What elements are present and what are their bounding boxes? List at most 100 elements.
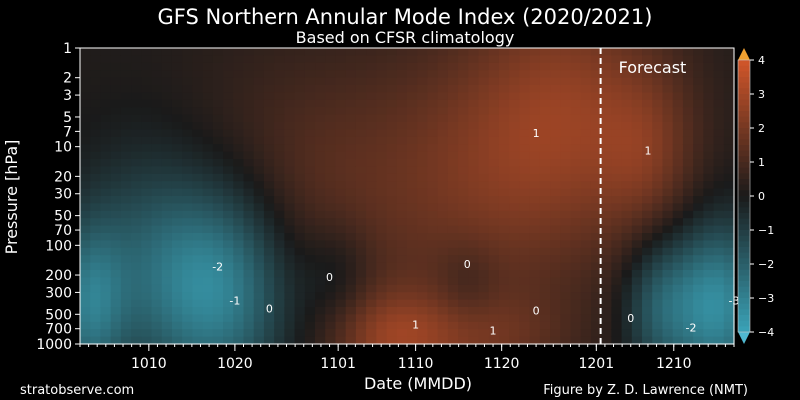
heatmap-cell xyxy=(355,292,367,301)
heatmap-cell xyxy=(498,329,510,338)
heatmap-cell xyxy=(437,62,449,71)
heatmap-cell xyxy=(110,314,122,323)
heatmap-cell xyxy=(325,144,337,153)
heatmap-cell xyxy=(407,144,418,153)
heatmap-cell xyxy=(407,107,418,116)
heatmap-cell xyxy=(396,225,408,234)
heatmap-cell xyxy=(294,173,306,182)
heatmap-cell xyxy=(294,277,306,286)
heatmap-cell xyxy=(233,277,245,286)
heatmap-cell xyxy=(223,255,234,264)
heatmap-cell xyxy=(488,77,500,86)
heatmap-cell xyxy=(120,129,132,138)
heatmap-cell xyxy=(447,277,459,286)
heatmap-cell xyxy=(325,129,337,138)
heatmap-cell xyxy=(723,159,735,167)
heatmap-cell xyxy=(631,62,643,71)
heatmap-cell xyxy=(447,55,459,64)
heatmap-cell xyxy=(223,48,234,56)
heatmap-cell xyxy=(396,107,408,116)
heatmap-cell xyxy=(631,144,643,153)
heatmap-cell xyxy=(642,188,653,197)
heatmap-cell xyxy=(458,114,469,123)
heatmap-cell xyxy=(120,144,132,153)
heatmap-cell xyxy=(468,107,480,116)
heatmap-cell xyxy=(90,136,102,145)
heatmap-cell xyxy=(682,144,694,153)
heatmap-cell xyxy=(223,329,234,338)
heatmap-cell xyxy=(284,173,296,182)
heatmap-cell xyxy=(539,277,551,286)
heatmap-cell xyxy=(304,314,316,323)
heatmap-cell xyxy=(315,85,326,93)
heatmap-cell xyxy=(498,55,510,64)
heatmap-cell xyxy=(274,262,285,271)
heatmap-cell xyxy=(478,62,490,71)
heatmap-cell xyxy=(90,210,102,219)
heatmap-cell xyxy=(192,314,204,323)
heatmap-cell xyxy=(141,299,153,308)
heatmap-cell xyxy=(713,129,725,138)
heatmap-cell xyxy=(458,255,469,264)
contour-label: 1 xyxy=(490,324,497,337)
heatmap-cell xyxy=(560,159,572,167)
heatmap-cell xyxy=(611,218,623,227)
heatmap-cell xyxy=(284,299,296,308)
heatmap-cell xyxy=(662,210,674,219)
heatmap-cell xyxy=(488,144,500,153)
heatmap-cell xyxy=(417,62,429,71)
heatmap-cell xyxy=(642,114,653,123)
heatmap-cell xyxy=(386,314,398,323)
heatmap-cell xyxy=(315,225,326,234)
heatmap-cell xyxy=(723,99,735,108)
heatmap-cell xyxy=(263,336,275,345)
heatmap-cell xyxy=(376,48,388,56)
heatmap-cell xyxy=(652,277,664,286)
heatmap-cell xyxy=(672,314,684,323)
heatmap-cell xyxy=(223,233,234,241)
heatmap-cell xyxy=(243,114,255,123)
heatmap-cell xyxy=(274,85,285,93)
heatmap-cell xyxy=(529,55,541,64)
heatmap-cell xyxy=(447,77,459,86)
heatmap-cell xyxy=(233,70,245,79)
heatmap-cell xyxy=(294,48,306,56)
heatmap-cell xyxy=(652,77,664,86)
heatmap-cell xyxy=(682,277,694,286)
heatmap-cell xyxy=(468,225,480,234)
heatmap-cell xyxy=(478,159,490,167)
heatmap-cell xyxy=(631,262,643,271)
heatmap-cell xyxy=(396,321,408,330)
heatmap-cell xyxy=(590,270,602,278)
heatmap-cell xyxy=(120,48,132,56)
heatmap-cell xyxy=(437,151,449,160)
heatmap-cell xyxy=(662,181,674,190)
heatmap-cell xyxy=(366,277,377,286)
heatmap-cell xyxy=(529,299,541,308)
heatmap-cell xyxy=(325,92,337,101)
heatmap-cell xyxy=(509,262,521,271)
colorbar-segment xyxy=(738,167,750,174)
heatmap-cell xyxy=(652,336,664,345)
heatmap-cell xyxy=(601,114,612,123)
heatmap-cell xyxy=(437,210,449,219)
heatmap-cell xyxy=(498,247,510,256)
heatmap-cell xyxy=(396,292,408,301)
heatmap-cell xyxy=(355,55,367,64)
heatmap-cell xyxy=(202,284,214,293)
heatmap-cell xyxy=(417,85,429,93)
heatmap-cell xyxy=(703,48,715,56)
heatmap-cell xyxy=(590,196,602,204)
heatmap-cell xyxy=(345,336,357,345)
heatmap-cell xyxy=(570,299,582,308)
heatmap-cell xyxy=(396,255,408,264)
heatmap-cell xyxy=(202,136,214,145)
heatmap-cell xyxy=(488,233,500,241)
heatmap-cell xyxy=(325,70,337,79)
heatmap-cell xyxy=(90,114,102,123)
heatmap-cell xyxy=(703,277,715,286)
heatmap-cell xyxy=(110,62,122,71)
heatmap-cell xyxy=(182,181,194,190)
heatmap-cell xyxy=(580,329,592,338)
heatmap-cell xyxy=(192,107,204,116)
